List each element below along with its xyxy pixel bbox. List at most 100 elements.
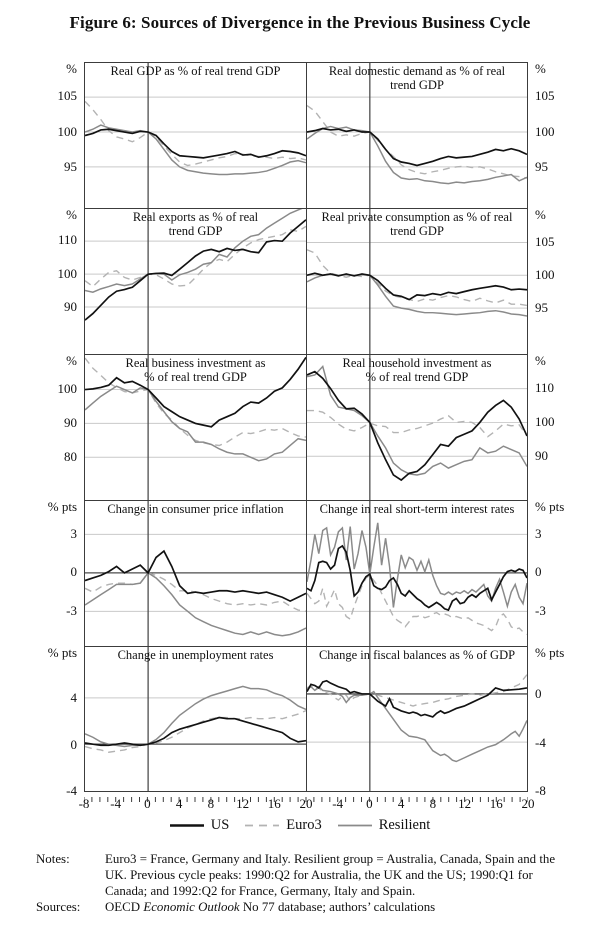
panel-real-gdp: Real GDP as % of real trend GDP [84, 62, 306, 208]
y-tick-label: 3 [535, 525, 542, 541]
legend-item-resilient: Resilient [337, 817, 431, 834]
y-tick-label: 0 [70, 736, 78, 752]
y-axis-labels-right-household-investment: % 110 100 90 [528, 353, 580, 500]
legend-label: Resilient [378, 817, 431, 833]
resilient-line [85, 124, 306, 176]
x-tick-label: -8 [78, 796, 90, 811]
us-line [85, 128, 306, 159]
chart-svg-fiscal-balance [307, 647, 527, 791]
panel-title-business-investment: Real business investment as% of real tre… [125, 356, 266, 384]
axis-unit-label: % pts [535, 645, 565, 660]
notes-label: Notes: [36, 852, 70, 866]
us-line [307, 272, 527, 301]
y-axis-labels-left-exports: % 110 100 90 [32, 207, 84, 354]
chart-svg-cpi-inflation [85, 501, 306, 646]
x-tick-label: 4 [397, 796, 405, 811]
x-tick-label: 0 [366, 796, 373, 811]
x-ticks-svg [83, 797, 529, 802]
legend-label: US [210, 817, 230, 833]
us-line [85, 716, 306, 747]
x-tick-strip [83, 792, 529, 802]
y-tick-label: 80 [64, 449, 77, 464]
legend-line-icon [169, 824, 204, 827]
y-tick-label: -3 [66, 603, 77, 619]
us-line [307, 679, 527, 718]
chart-svg-interest-rates [307, 501, 527, 646]
resilient-line [307, 125, 527, 185]
euro3-line [85, 225, 306, 288]
axis-unit-label: % [66, 61, 77, 76]
y-tick-label: 90 [64, 414, 77, 430]
axis-unit-label: % pts [47, 499, 77, 514]
y-tick-label: 90 [64, 298, 77, 314]
legend-line-icon [245, 824, 280, 827]
y-tick-label: 100 [535, 266, 555, 282]
legend-item-us: US [169, 817, 230, 834]
y-tick-label: -3 [535, 603, 546, 619]
resilient-line [85, 571, 306, 637]
sources-row: Sources: OECD Economic Outlook No 77 dat… [36, 899, 568, 915]
panel-title-interest-rates: Change in real short-term interest rates [319, 502, 515, 516]
chart-svg-business-investment [85, 355, 306, 500]
axis-unit-label: % [535, 61, 546, 76]
us-line [85, 219, 306, 321]
y-tick-label: 95 [64, 158, 77, 174]
panel-fiscal-balance: Change in fiscal balances as % of GDP [306, 646, 528, 792]
y-axis-labels-right-consumption: % 105 100 95 [528, 207, 580, 354]
legend-line-icon [337, 824, 372, 827]
y-tick-label: 110 [535, 379, 555, 395]
y-axis-labels-left-real-gdp: % 105 100 95 [32, 61, 84, 208]
x-tick-label: 0 [144, 796, 151, 811]
x-tick-label: 12 [236, 796, 250, 811]
euro3-line [307, 249, 527, 307]
euro3-line [85, 100, 306, 167]
sources-label: Sources: [36, 900, 81, 914]
euro3-line [307, 409, 527, 438]
panel-household-investment: Real household investment as% of real tr… [306, 354, 528, 500]
panel-title-exports: Real exports as % of real trend GDP [132, 210, 259, 238]
x-tick-label: 4 [175, 796, 183, 811]
axis-unit-label: % [535, 207, 546, 222]
axis-unit-label: % [66, 207, 77, 222]
notes-text: Euro3 = France, Germany and Italy. Resil… [105, 852, 556, 898]
euro3-line [307, 104, 527, 179]
panel-cpi-inflation: Change in consumer price inflation [84, 500, 306, 646]
legend: US Euro3 Resilient [0, 817, 600, 834]
x-tick-label: 16 [267, 796, 281, 811]
panel-unemployment: Change in unemployment rates [84, 646, 306, 792]
us-line [307, 127, 527, 167]
panel-title-real-gdp: Real GDP as % of real trend GDP [110, 64, 281, 78]
euro3-line [85, 357, 306, 447]
euro3-line [85, 709, 306, 753]
y-tick-label: 0 [70, 564, 78, 580]
axis-unit-label: % pts [47, 645, 77, 660]
y-tick-label: 100 [57, 123, 78, 139]
y-tick-label: 105 [535, 233, 555, 249]
chart-svg-domestic-demand [307, 63, 527, 208]
y-tick-label: 105 [535, 88, 555, 104]
x-tick-label: 20 [521, 796, 535, 811]
y-tick-label: 4 [70, 689, 78, 705]
y-tick-label: 100 [57, 380, 78, 396]
panel-exports: Real exports as % of real trend GDP [84, 208, 306, 354]
y-tick-label: 100 [535, 413, 555, 429]
panel-title-fiscal-balance: Change in fiscal balances as % of GDP [318, 648, 516, 662]
y-tick-label: 0 [535, 564, 542, 580]
resilient-line [307, 365, 527, 476]
chart-svg-unemployment [85, 647, 306, 791]
resilient-line [307, 522, 527, 609]
notes-row: Notes: Euro3 = France, Germany and Italy… [36, 851, 568, 899]
chart-svg-real-gdp [85, 63, 306, 208]
y-tick-label: -8 [535, 783, 546, 799]
panel-title-consumption: Real private consumption as % of real tre… [321, 210, 513, 238]
y-axis-labels-right-fiscal-balance: % pts 0 -4 -8 [528, 645, 580, 798]
y-tick-label: 105 [57, 88, 78, 104]
x-tick-label: 20 [299, 796, 313, 811]
x-tick-label: 16 [489, 796, 503, 811]
y-axis-labels-right-interest-rates: % pts 3 0 -3 [528, 499, 580, 646]
figure-title: Figure 6: Sources of Divergence in the P… [69, 13, 531, 32]
resilient-line [85, 385, 306, 462]
y-tick-label: 100 [57, 265, 78, 281]
y-tick-label: 95 [535, 158, 548, 174]
